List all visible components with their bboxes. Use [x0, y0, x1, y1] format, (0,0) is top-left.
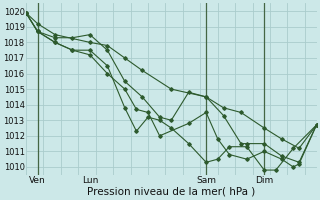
X-axis label: Pression niveau de la mer( hPa ): Pression niveau de la mer( hPa )	[87, 187, 255, 197]
